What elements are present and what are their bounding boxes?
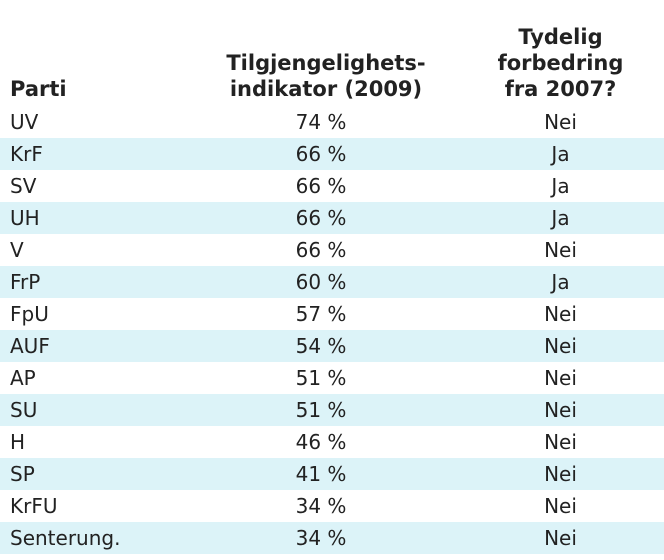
table-cell: 51 % <box>195 394 457 426</box>
header-line: forbedring <box>497 51 624 75</box>
table-cell: 57 % <box>295 302 347 326</box>
table-row: SU 51 % Nei <box>0 394 664 426</box>
table-row: Senterung. 34 % Nei <box>0 522 664 554</box>
table-cell: SP <box>0 458 195 490</box>
table-cell: Ja <box>457 138 664 170</box>
table-cell: Nei <box>457 522 664 554</box>
table-cell: 54 % <box>195 330 457 362</box>
table-row: SV 66 % Ja <box>0 170 664 202</box>
table-row: SP 41 % Nei <box>0 458 664 490</box>
table-cell: Ja <box>457 266 664 298</box>
table-cell: Nei <box>544 302 577 326</box>
table-cell: 34 % <box>195 522 457 554</box>
table-cell: Senterung. <box>0 522 195 554</box>
table-cell: 66 % <box>295 174 347 198</box>
table-cell: KrFU <box>10 494 58 518</box>
table-cell: 66 % <box>295 238 347 262</box>
table-cell: Nei <box>544 366 577 390</box>
table-cell: H <box>10 430 26 454</box>
header-line: Tydelig <box>518 25 603 49</box>
table-row: V 66 % Nei <box>0 234 664 266</box>
column-header: Parti <box>0 0 195 106</box>
table-cell: Ja <box>457 202 664 234</box>
table-cell: 46 % <box>295 430 347 454</box>
table-row: FpU 57 % Nei <box>0 298 664 330</box>
header-row: Parti Tilgjengelighets-indikator (2009) Ty… <box>0 0 664 106</box>
table-cell: Nei <box>457 330 664 362</box>
header-line: Tilgjengelighets- <box>226 51 426 75</box>
table-cell: Nei <box>457 458 664 490</box>
table-cell: 74 % <box>295 110 347 134</box>
table-row: KrFU 34 % Nei <box>0 490 664 522</box>
table-row: AUF 54 % Nei <box>0 330 664 362</box>
table-cell: UV <box>10 110 39 134</box>
table-cell: KrF <box>0 138 195 170</box>
table-cell: 60 % <box>195 266 457 298</box>
header-line: Parti <box>10 77 67 101</box>
table-cell: 66 % <box>195 202 457 234</box>
table-cell: Nei <box>457 394 664 426</box>
table-row: UH 66 % Ja <box>0 202 664 234</box>
table-cell: FpU <box>10 302 49 326</box>
table-cell: FrP <box>0 266 195 298</box>
table-cell: AUF <box>0 330 195 362</box>
column-header: Tydelig forbedring fra 2007? <box>457 0 664 106</box>
table-row: FrP 60 % Ja <box>0 266 664 298</box>
table-cell: AP <box>10 366 36 390</box>
table-cell: 66 % <box>195 138 457 170</box>
table-cell: Nei <box>544 110 577 134</box>
table-row: AP 51 % Nei <box>0 362 664 394</box>
table-cell: Nei <box>544 430 577 454</box>
table-cell: V <box>10 238 24 262</box>
table-cell: 51 % <box>295 366 347 390</box>
table-cell: SU <box>0 394 195 426</box>
header-line: indikator (2009) <box>229 77 423 101</box>
table-cell: 34 % <box>295 494 347 518</box>
table-cell: UH <box>0 202 195 234</box>
table-cell: Nei <box>544 238 577 262</box>
column-header: Tilgjengelighets-indikator (2009) <box>195 0 457 106</box>
table-cell: Ja <box>551 174 570 198</box>
table-row: UV 74 % Nei <box>0 106 664 138</box>
table-row: H 46 % Nei <box>0 426 664 458</box>
table-cell: 41 % <box>195 458 457 490</box>
table-cell: Nei <box>544 494 577 518</box>
table-row: KrF 66 % Ja <box>0 138 664 170</box>
table-body: UV 74 % Nei KrF 66 % Ja SV 66 % Ja UH 66 % Ja V 66 % N… <box>0 106 664 554</box>
table-cell: SV <box>10 174 37 198</box>
header-line: fra 2007? <box>504 77 617 101</box>
